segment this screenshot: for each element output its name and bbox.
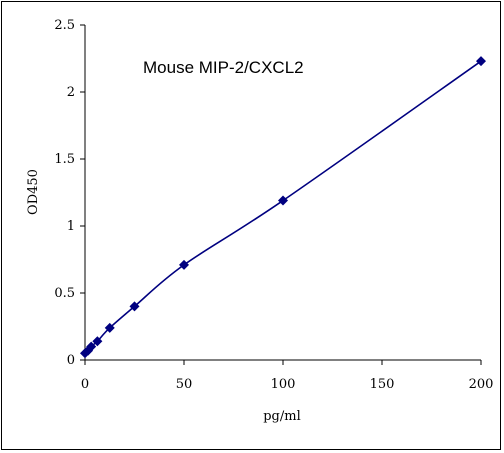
y-axis-ticks: 0 0.5 1 1.5 2 2.5 [54, 18, 85, 368]
data-point-marker [129, 301, 140, 312]
data-point-marker [86, 341, 97, 352]
x-tick-label: 200 [469, 377, 494, 392]
y-axis-title: OD450 [26, 169, 41, 215]
x-tick-label: 150 [370, 377, 395, 392]
data-point-marker [476, 56, 486, 67]
series-line [84, 60, 482, 354]
y-tick-label: 1 [67, 219, 75, 234]
y-tick-label: 0.5 [54, 286, 75, 301]
x-tick-label: 100 [271, 377, 296, 392]
y-tick-label: 1.5 [54, 152, 75, 167]
x-tick-label: 50 [176, 377, 193, 392]
series-markers [80, 56, 486, 359]
chart-title: Mouse MIP-2/CXCL2 [143, 58, 304, 77]
y-tick-label: 2.5 [54, 18, 75, 33]
y-tick-label: 2 [67, 85, 75, 100]
data-point-marker [278, 195, 288, 206]
y-tick-label: 0 [67, 353, 75, 368]
data-point-marker [104, 322, 115, 333]
x-axis-ticks: 0 50 100 150 200 [81, 360, 494, 392]
x-tick-label: 0 [81, 377, 89, 392]
data-point-marker [179, 259, 189, 270]
data-point-marker [92, 336, 103, 347]
x-axis-title: pg/ml [263, 409, 301, 424]
